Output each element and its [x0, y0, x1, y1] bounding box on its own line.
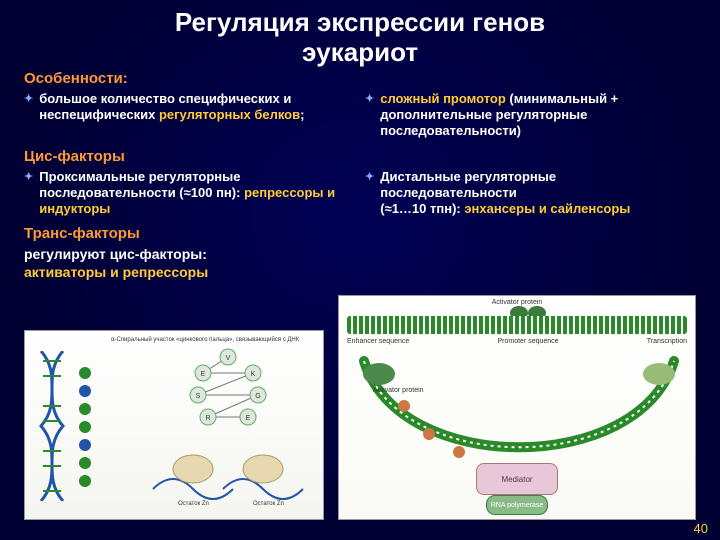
svg-text:E: E: [246, 415, 251, 422]
trans-line-2: активаторы и репрессоры: [24, 264, 696, 280]
slide: Регуляция экспрессии генов эукариот Особ…: [0, 0, 720, 540]
bullet-top-left: ✦ большое количество специфических и нес…: [24, 91, 355, 124]
rna-polymerase-box: RNA polymerase: [486, 495, 548, 515]
bullet-text: большое количество специфических и неспе…: [39, 91, 355, 124]
bullet-text: Дистальные регуляторные последовательнос…: [380, 169, 696, 218]
dna-helix-icon: [37, 351, 67, 501]
trans-factors-label: Транс-факторы: [24, 225, 696, 242]
figure-left: V E K S G R E Остаток Zn Остаток Zn: [24, 330, 324, 520]
svg-text:Остаток Zn: Остаток Zn: [253, 501, 284, 507]
mediator-box: Mediator: [476, 463, 558, 495]
top-bullets: ✦ большое количество специфических и нес…: [24, 91, 696, 146]
cis-left-col: ✦ Проксимальные регуляторные последовате…: [24, 169, 355, 224]
features-label: Особенности:: [24, 70, 696, 87]
top-bullet-right-col: ✦ сложный промотор (минимальный + дополн…: [365, 91, 696, 146]
bullet-text: сложный промотор (минимальный + дополнит…: [380, 91, 696, 140]
svg-text:S: S: [196, 393, 201, 400]
fig-left-caption: α-Спиральный участок «цинкового пальца»,…: [111, 337, 299, 343]
svg-text:Activator protein: Activator protein: [373, 387, 424, 394]
bullet-marker-icon: ✦: [24, 171, 33, 185]
protein-dots: [79, 367, 105, 487]
top-bullet-left-col: ✦ большое количество специфических и нес…: [24, 91, 355, 146]
cis-bullets: ✦ Проксимальные регуляторные последовате…: [24, 169, 696, 224]
svg-text:E: E: [201, 371, 206, 378]
cis-right-col: ✦ Дистальные регуляторные последовательн…: [365, 169, 696, 224]
trans-line-1: регулируют цис-факторы:: [24, 246, 696, 262]
title-line-2: эукариот: [302, 37, 418, 67]
bullet-marker-icon: ✦: [365, 171, 374, 185]
label-activator-protein: Activator protein: [492, 299, 543, 306]
page-number: 40: [694, 521, 708, 536]
bullet-text: Проксимальные регуляторные последователь…: [39, 169, 355, 218]
svg-text:V: V: [226, 355, 231, 362]
figure-right: Activator protein Enhancer sequence Prom…: [338, 295, 696, 520]
cis-factors-label: Цис-факторы: [24, 148, 696, 165]
dna-track: [347, 316, 687, 334]
bullet-marker-icon: ✦: [24, 93, 33, 107]
helix-wheel-diagram: V E K S G R E: [143, 345, 313, 437]
slide-title: Регуляция экспрессии генов эукариот: [24, 8, 696, 68]
figures-row: V E K S G R E Остаток Zn Остаток Zn: [24, 295, 696, 520]
title-line-1: Регуляция экспрессии генов: [175, 7, 545, 37]
svg-text:Остаток Zn: Остаток Zn: [178, 501, 209, 507]
dna-binding-domain: Остаток Zn Остаток Zn: [143, 439, 313, 509]
svg-text:K: K: [251, 371, 256, 378]
bullet-cis-left: ✦ Проксимальные регуляторные последовате…: [24, 169, 355, 218]
svg-text:R: R: [205, 415, 210, 422]
svg-text:G: G: [255, 393, 260, 400]
track-labels: Enhancer sequence Promoter sequence Tran…: [347, 338, 687, 345]
bullet-top-right: ✦ сложный промотор (минимальный + дополн…: [365, 91, 696, 140]
bullet-marker-icon: ✦: [365, 93, 374, 107]
bullet-cis-right: ✦ Дистальные регуляторные последовательн…: [365, 169, 696, 218]
